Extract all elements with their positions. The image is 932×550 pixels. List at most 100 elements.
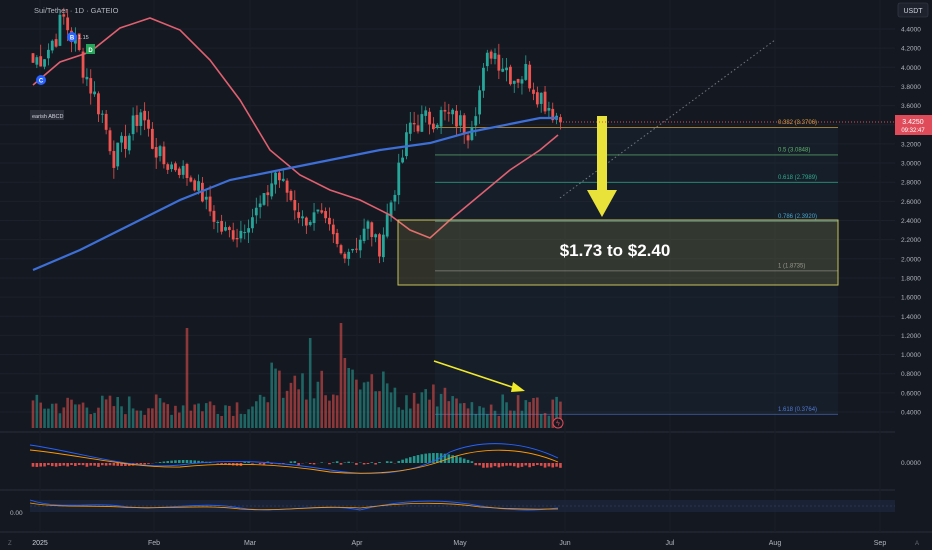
- price-axis-label: 3.8000: [901, 84, 921, 91]
- volume-bar: [332, 394, 335, 428]
- time-axis-label: May: [453, 540, 467, 547]
- candle-body: [535, 92, 539, 105]
- lightning-icon[interactable]: [552, 417, 564, 429]
- price-axis-labels[interactable]: 4.40004.20004.00003.80003.60003.40003.20…: [901, 27, 921, 417]
- candle-body: [35, 57, 39, 65]
- fib-retracement[interactable]: 0.382 (3.3706) 0.5 (3.0848) 0.618 (2.7989)…: [435, 120, 838, 415]
- b-ratio-label: 1.15: [78, 35, 89, 41]
- price-axis-label: 1.2000: [901, 333, 921, 340]
- volume-bar: [185, 328, 189, 428]
- pattern-label-box[interactable]: [30, 110, 64, 120]
- volume-bar: [543, 413, 547, 428]
- macd-histogram-bar: [347, 461, 350, 463]
- candle-body: [50, 40, 54, 51]
- candle-body: [501, 68, 505, 72]
- macd-histogram-bar: [174, 460, 177, 463]
- volume-bar: [81, 402, 85, 428]
- volume-bar: [455, 398, 458, 428]
- pattern-point-d[interactable]: [86, 44, 95, 54]
- volume-bar: [355, 379, 358, 428]
- candle-body: [451, 109, 455, 115]
- candle-body: [177, 168, 181, 176]
- candle-body: [374, 234, 378, 238]
- macd-histogram-bar: [197, 460, 200, 463]
- volume-bar: [116, 396, 119, 428]
- volume-bar: [539, 413, 543, 428]
- volume-bar: [478, 406, 481, 428]
- macd-histogram-bar: [58, 463, 62, 467]
- volume-bar: [208, 401, 212, 428]
- volume-bar: [66, 397, 69, 428]
- slow-moving-average-line: [32, 116, 558, 272]
- timezone-icon[interactable]: Z: [8, 541, 12, 547]
- macd-histogram-bar: [420, 454, 424, 463]
- candle-body: [551, 108, 555, 121]
- volume-bar: [443, 387, 447, 428]
- currency-button[interactable]: [897, 2, 929, 18]
- candle-body: [489, 51, 493, 59]
- volume-bar: [216, 413, 220, 428]
- macd-pane: [29, 443, 562, 474]
- macd-histogram-bar: [178, 460, 181, 463]
- target-zone-box[interactable]: [397, 219, 839, 286]
- volume-bar: [551, 399, 555, 428]
- candle-body: [166, 164, 170, 170]
- price-tag: [895, 115, 932, 135]
- candle-body: [351, 248, 354, 251]
- candle-body: [131, 115, 135, 135]
- macd-histogram-bar: [147, 463, 150, 464]
- price-axis-label: 2.0000: [901, 256, 921, 263]
- candle-body: [297, 212, 301, 218]
- candle-body: [124, 136, 127, 149]
- macd-histogram-bar: [401, 459, 404, 463]
- pattern-point-b[interactable]: [67, 32, 77, 42]
- volume-bar: [308, 338, 312, 428]
- dotted-trendline[interactable]: [559, 39, 776, 199]
- symbol-title[interactable]: Sui/Tether · 1D · GATEIO: [34, 6, 119, 15]
- time-axis-label: Jul: [666, 540, 675, 547]
- volume-bar: [231, 415, 235, 428]
- macd-histogram-bar: [509, 463, 512, 466]
- time-axis-label: Aug: [769, 540, 782, 547]
- candle-body: [304, 217, 308, 226]
- candle-body: [408, 122, 412, 134]
- macd-histogram-bar: [412, 456, 416, 463]
- volume-bar: [255, 401, 258, 428]
- volume-bar: [235, 402, 239, 428]
- volume-bar: [108, 395, 112, 428]
- macd-histogram-bar: [243, 462, 247, 463]
- volume-bar: [35, 394, 39, 428]
- volume-bar: [489, 404, 493, 428]
- pattern-point-c[interactable]: [36, 75, 46, 85]
- volume-bar: [328, 400, 331, 428]
- candle-body: [343, 253, 347, 259]
- scale-icon[interactable]: A: [915, 541, 919, 547]
- macd-line: [29, 443, 559, 474]
- macd-histogram-bar: [181, 460, 185, 463]
- volume-bar: [528, 402, 531, 428]
- volume-bar: [312, 398, 316, 428]
- volume-bar: [509, 410, 512, 428]
- volume-bar: [251, 406, 254, 428]
- pattern-label: earish ABCD: [32, 114, 64, 120]
- macd-histogram-bar: [435, 453, 439, 463]
- candle-body: [378, 234, 381, 257]
- volume-bar: [127, 396, 131, 428]
- macd-histogram-bar: [428, 453, 431, 463]
- volume-bar: [74, 404, 77, 428]
- volume-bar: [174, 405, 177, 428]
- candle-body: [559, 117, 562, 123]
- fast-moving-average-line: [32, 17, 559, 239]
- volume-bar: [166, 404, 170, 428]
- candle-body: [439, 110, 443, 127]
- candle-body: [532, 89, 535, 94]
- volume-bar: [151, 408, 154, 428]
- time-axis-labels[interactable]: 2025 Feb Mar Apr May Jun Jul Aug Sep: [32, 540, 886, 547]
- macd-histogram-bar: [532, 463, 535, 467]
- lightning-glyph: ϟ: [556, 421, 560, 428]
- price-tag-countdown: 09:32:47: [901, 128, 925, 134]
- volume-bar: [532, 398, 535, 428]
- macd-histogram-bar: [66, 463, 69, 467]
